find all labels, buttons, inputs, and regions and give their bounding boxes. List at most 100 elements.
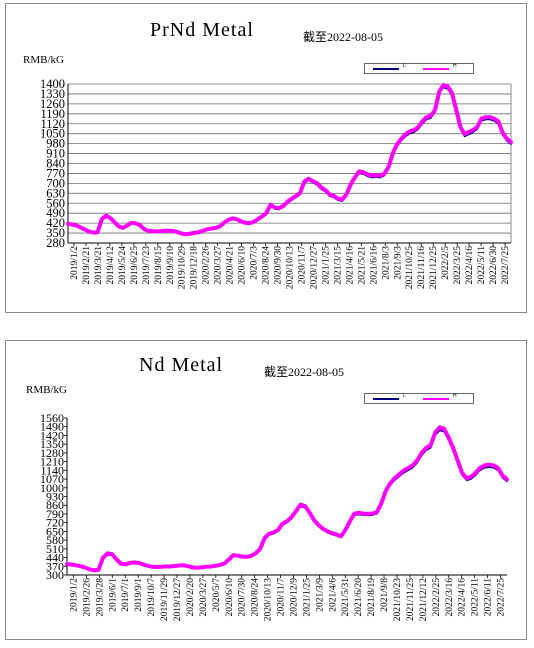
prnd-legend: L H — [364, 63, 474, 74]
legend-swatch-h — [423, 398, 449, 400]
x-tick-label: 2019/6/1 — [108, 578, 118, 612]
legend-swatch-h — [423, 68, 449, 70]
y-tick-label: 910 — [46, 147, 65, 161]
x-tick-label: 2020/7/30 — [238, 578, 248, 617]
x-tick-label: 2019/12/18 — [190, 246, 200, 290]
x-tick-label: 2019/11/29 — [160, 578, 170, 621]
x-tick-label: 2022/4/16 — [465, 246, 475, 285]
y-tick-label: 840 — [46, 157, 65, 171]
x-tick-label: 2022/6/30 — [489, 246, 499, 285]
x-tick-label: 2019/10/29 — [178, 246, 188, 290]
x-tick-label: 2019/4/12 — [106, 246, 116, 285]
x-tick-label: 2019/12/27 — [173, 578, 183, 622]
y-tick-label: 1280 — [40, 446, 64, 460]
prnd-chart-title: PrNd Metal — [150, 19, 254, 41]
x-tick-label: 2022/5/11 — [471, 578, 481, 616]
y-tick-label: 300 — [46, 568, 64, 582]
series-line-h — [65, 425, 509, 573]
legend-swatch-l — [373, 68, 399, 70]
x-tick-label: 2019/9/10 — [166, 246, 176, 285]
y-tick-label: 350 — [46, 226, 65, 240]
nd-legend: L H — [364, 393, 474, 404]
x-tick-label: 2020/2/20 — [186, 578, 196, 617]
y-tick-label: 650 — [46, 524, 64, 538]
y-tick-label: 580 — [46, 533, 64, 547]
x-tick-label: 2020/12/27 — [309, 246, 319, 290]
x-tick-label: 2020/7/3 — [250, 246, 260, 280]
y-tick-label: 1400 — [40, 77, 65, 91]
x-tick-label: 2020/9/30 — [274, 246, 284, 285]
x-tick-label: 2021/5/31 — [341, 578, 351, 617]
y-tick-label: 1050 — [40, 127, 65, 141]
x-tick-label: 2021/9/3 — [393, 246, 403, 280]
x-tick-label: 2020/3/27 — [214, 246, 224, 285]
y-tick-label: 490 — [46, 206, 65, 220]
y-tick-label: 1560 — [40, 411, 64, 425]
x-tick-label: 2021/11/16 — [417, 246, 427, 289]
y-tick-label: 1210 — [40, 455, 64, 469]
x-tick-label: 2021/6/20 — [354, 578, 364, 617]
x-tick-label: 2021/8/19 — [367, 578, 377, 617]
x-tick-label: 2019/2/26 — [82, 578, 92, 617]
y-tick-label: 720 — [46, 516, 64, 530]
x-tick-label: 2021/1/25 — [302, 578, 312, 617]
y-tick-label: 980 — [46, 137, 65, 151]
legend-label-l: L — [403, 393, 406, 399]
y-tick-label: 440 — [46, 551, 64, 565]
x-tick-label: 2020/10/13 — [286, 246, 296, 290]
y-tick-label: 1120 — [40, 117, 65, 131]
nd-chart-title: Nd Metal — [139, 354, 224, 376]
x-tick-label: 2021/8/3 — [381, 246, 391, 280]
x-tick-label: 2019/1/2 — [70, 246, 80, 280]
x-tick-label: 2020/4/21 — [226, 246, 236, 285]
legend-label-h: H — [453, 393, 457, 399]
x-tick-label: 2021/4/16 — [345, 246, 355, 285]
x-tick-label: 2021/12/25 — [429, 246, 439, 290]
y-tick-label: 280 — [46, 236, 65, 250]
prnd-y-unit: RMB/kG — [23, 54, 64, 66]
x-tick-label: 2019/2/21 — [82, 246, 92, 285]
x-tick-label: 2020/11/7 — [277, 578, 287, 616]
x-tick-label: 2019/9/1 — [134, 578, 144, 612]
x-tick-label: 2022/5/11 — [477, 246, 487, 284]
x-tick-label: 2020/8/24 — [262, 246, 272, 285]
x-tick-label: 2019/5/24 — [118, 246, 128, 285]
y-tick-label: 1420 — [40, 428, 64, 442]
series-line-h — [66, 83, 513, 237]
y-tick-label: 790 — [46, 507, 64, 521]
x-tick-label: 2020/8/24 — [251, 578, 261, 617]
x-tick-label: 2021/1/25 — [321, 246, 331, 285]
y-tick-label: 1490 — [40, 420, 64, 434]
y-tick-label: 930 — [46, 490, 64, 504]
x-tick-label: 2022/2/5 — [441, 246, 451, 280]
x-tick-label: 2022/3/16 — [445, 578, 455, 617]
x-tick-label: 2021/6/16 — [369, 246, 379, 285]
x-tick-label: 2019/1/2 — [69, 578, 79, 612]
y-tick-label: 1260 — [40, 97, 65, 111]
x-tick-label: 2019/10/7 — [147, 578, 157, 617]
x-tick-label: 2020/10/13 — [264, 578, 274, 622]
legend-label-l: L — [403, 63, 406, 69]
x-tick-label: 2021/12/12 — [419, 578, 429, 622]
x-tick-label: 2021/5/21 — [357, 246, 367, 285]
x-tick-label: 2020/2/26 — [202, 246, 212, 285]
x-tick-label: 2021/3/9 — [315, 578, 325, 612]
x-tick-label: 2022/2/25 — [432, 578, 442, 617]
y-tick-label: 1070 — [40, 472, 64, 486]
x-tick-label: 2020/11/7 — [297, 246, 307, 284]
x-tick-label: 2022/3/25 — [453, 246, 463, 285]
x-tick-label: 2019/8/15 — [154, 246, 164, 285]
y-tick-label: 1350 — [40, 437, 64, 451]
y-tick-label: 1000 — [40, 481, 64, 495]
x-tick-label: 2020/5/7 — [212, 578, 222, 612]
x-tick-label: 2020/3/27 — [199, 578, 209, 617]
nd-chart-panel — [5, 340, 527, 640]
prnd-chart-panel — [5, 3, 527, 313]
x-tick-label: 2022/4/16 — [458, 578, 468, 617]
y-tick-label: 370 — [46, 559, 64, 573]
x-tick-label: 2020/6/10 — [225, 578, 235, 617]
y-tick-label: 420 — [46, 216, 65, 230]
x-tick-label: 2020/12/9 — [289, 578, 299, 617]
series-line-l — [66, 429, 508, 572]
